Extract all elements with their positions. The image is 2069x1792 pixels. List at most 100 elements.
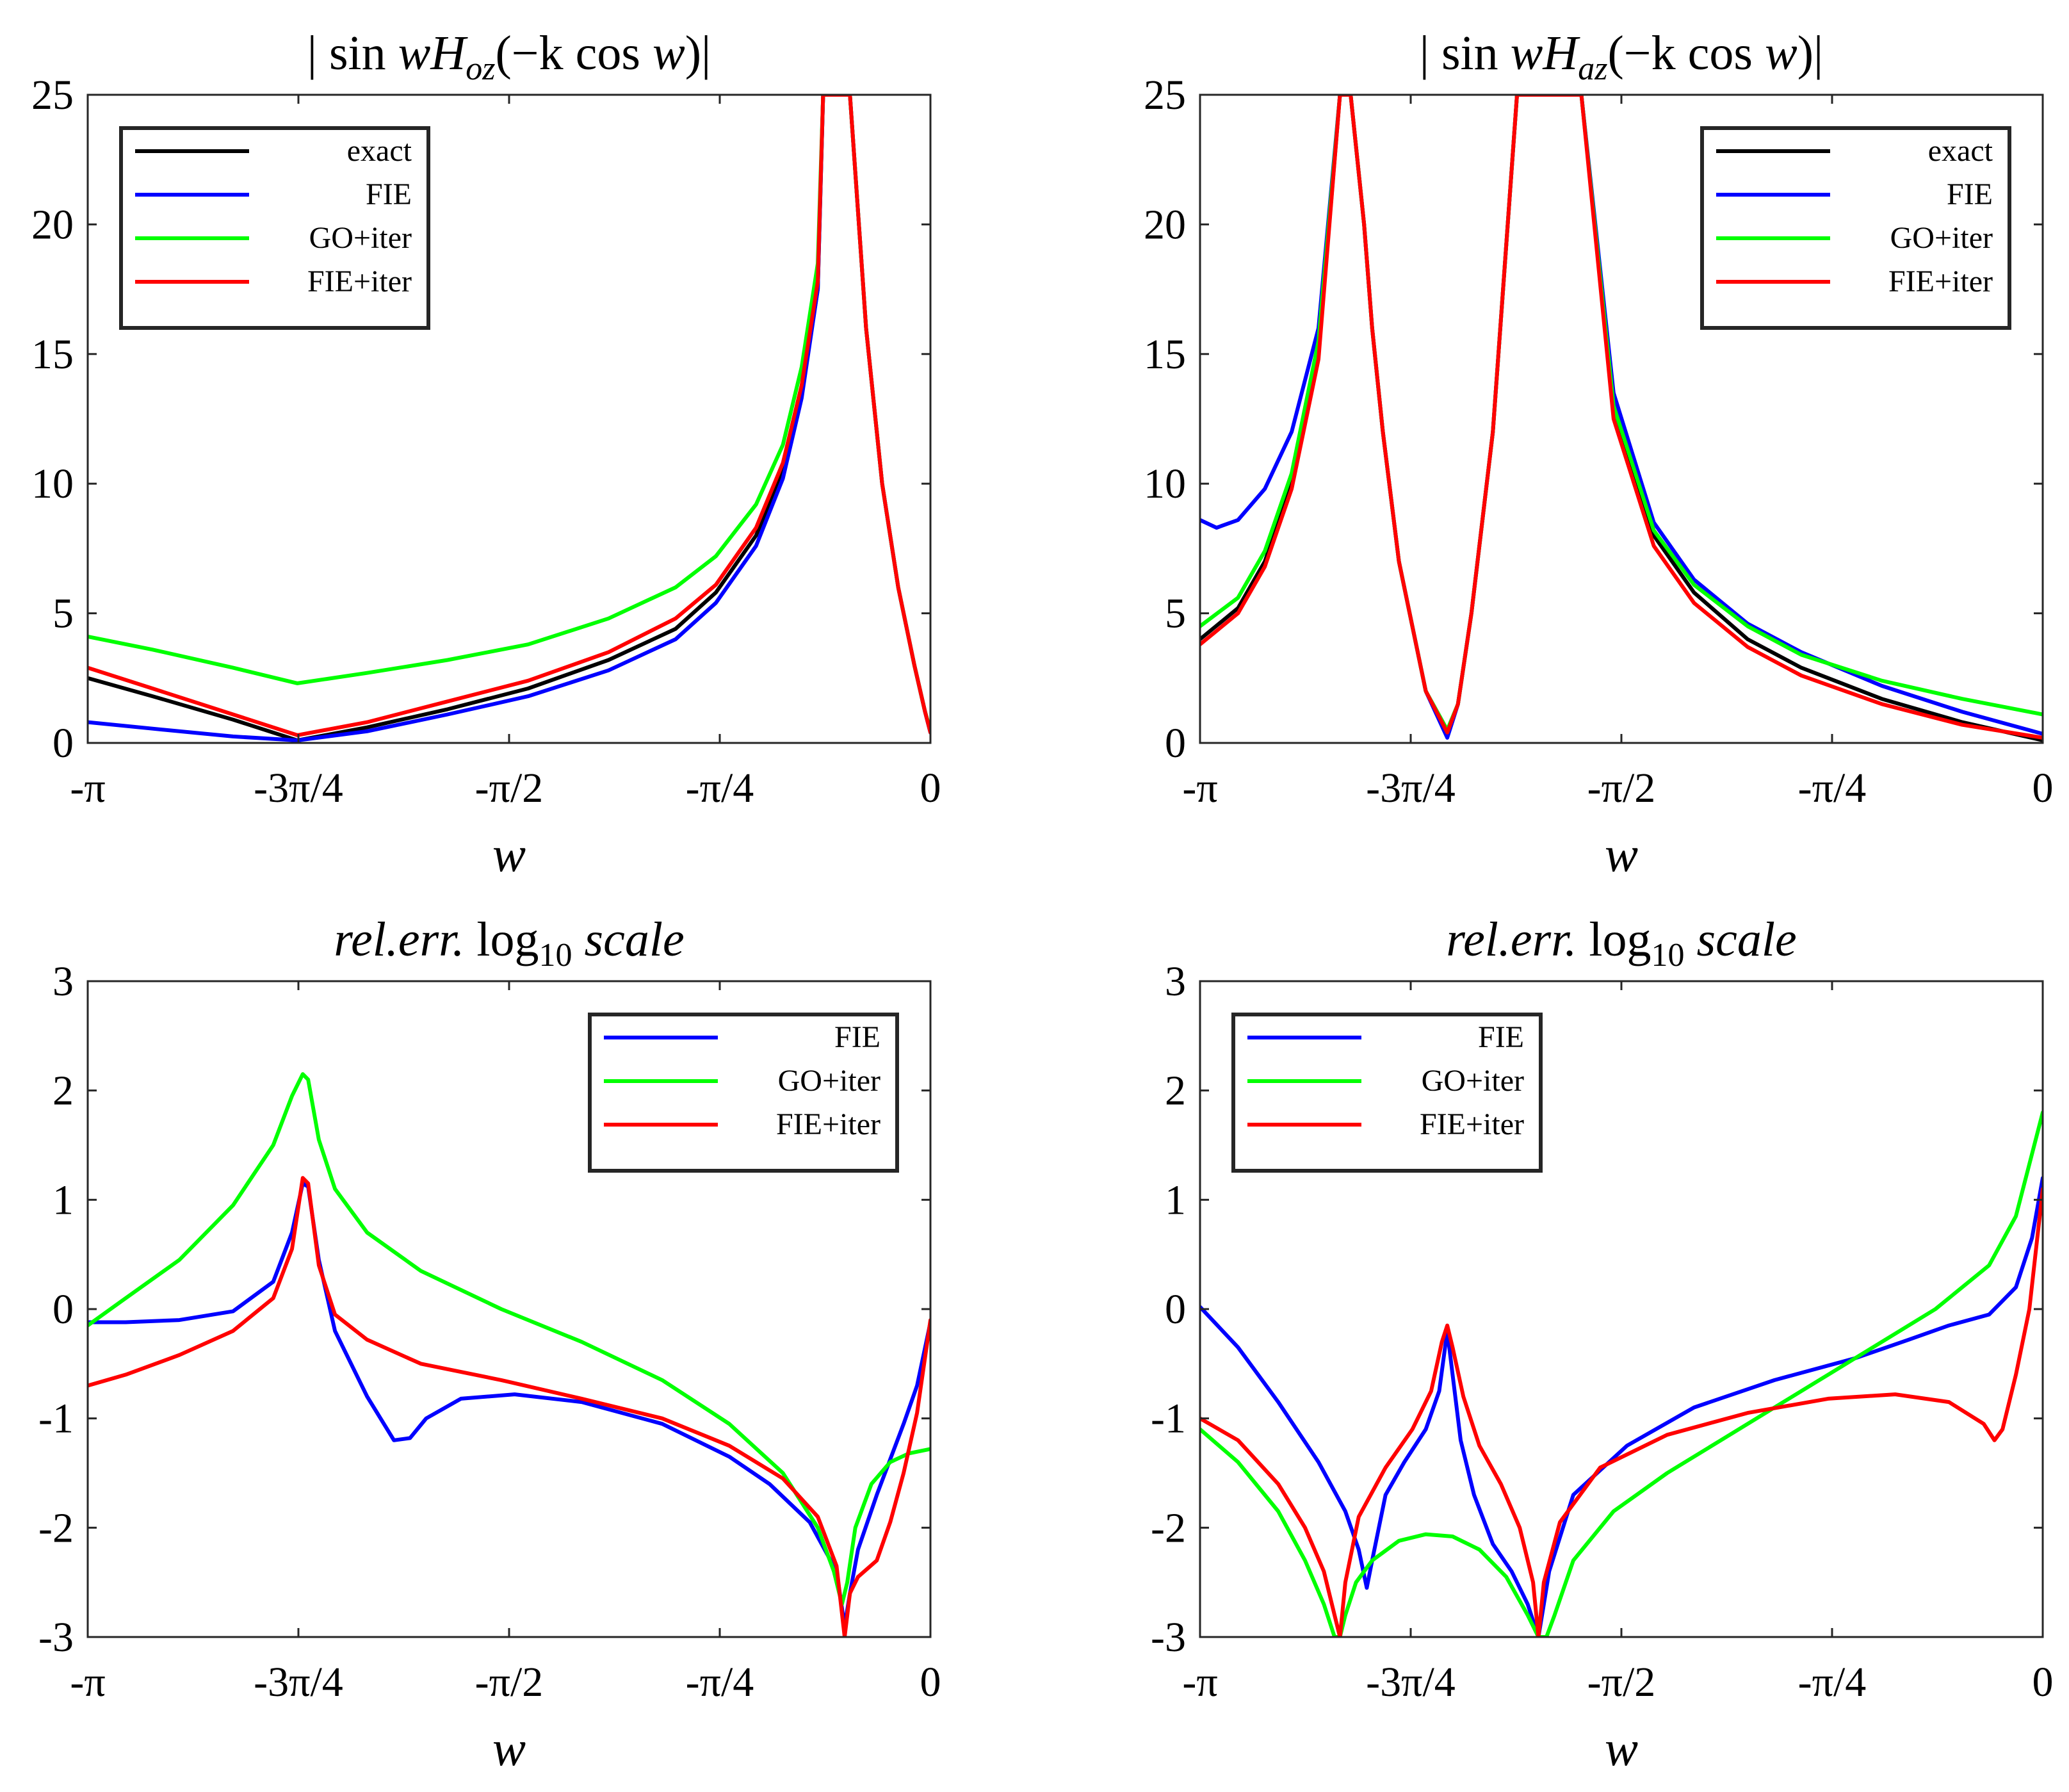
legend: exact FIE GO+iter FIE+iter [119,126,430,330]
x-tick-label: 0 [920,1659,941,1706]
x-tick-label: 0 [2032,765,2054,811]
series-line-go-plus-iter [1200,1110,2043,1637]
y-tick-label: 10 [31,460,74,507]
x-tick-label: -π/4 [686,765,754,811]
x-tick-label: -π [1182,765,1217,811]
y-tick-label: 0 [1165,1286,1186,1333]
title-part: | sin [1420,26,1511,80]
legend-label: GO+iter [778,1064,880,1098]
series-line-fie-plus-iter [1200,1187,2043,1637]
y-tick-label: 10 [1144,460,1186,507]
x-tick-label: -3π/4 [1366,765,1456,811]
series-line-fie-plus-iter [88,95,930,737]
legend-label: FIE+iter [1420,1107,1524,1141]
x-tick-label: -π/2 [1587,1659,1656,1706]
y-tick-label: 3 [1165,958,1186,1005]
legend-box [1231,1013,1543,1173]
legend-box [588,1013,899,1173]
title-part: rel.err. [334,913,476,966]
x-axis-label: w [1605,826,1638,882]
y-tick-label: 5 [53,591,74,637]
x-tick-label: -π/4 [1798,765,1867,811]
title-subscript: 10 [1651,937,1685,973]
y-tick-label: 20 [1144,201,1186,248]
x-tick-label: -π [70,765,105,811]
title-part: (−k cos [496,26,653,80]
y-tick-label: 25 [31,72,74,118]
legend-label: FIE [1947,177,1993,211]
legend: FIE GO+iter FIE+iter [588,1013,899,1173]
series-line-fie-plus-iter [1200,95,2043,740]
title-subscript: 10 [539,937,572,973]
title-part: log [1589,913,1651,966]
y-tick-label: -3 [38,1614,74,1661]
y-tick-label: -2 [38,1504,74,1551]
chart-title: | sin wHaz(−k cos w)| [1420,26,1823,87]
legend: FIE GO+iter FIE+iter [1231,1013,1543,1173]
x-tick-label: 0 [920,765,941,811]
legend-label: FIE+iter [776,1107,880,1141]
y-tick-label: -1 [1151,1396,1186,1442]
y-tick-label: 0 [1165,720,1186,767]
chart-title: rel.err. log10 scale [1446,913,1796,973]
legend-label: FIE [1478,1020,1524,1054]
chart-panel-4: -π -3π/4 -π/2 -π/4 0 -3 -2 -1 0 1 2 3 w rel.err. log1… [1151,913,2053,1776]
x-tick-label: 0 [2032,1659,2054,1706]
y-tick-label: 20 [31,201,74,248]
title-part: log [476,913,539,966]
x-tick-label: -3π/4 [254,1659,343,1706]
y-tick-label: -2 [1151,1504,1186,1551]
x-tick-label: -π/4 [1798,1659,1867,1706]
series-line-fie-plus-iter [88,1176,930,1637]
y-tick-label: 0 [53,1286,74,1333]
title-part: w [1765,26,1797,80]
legend-label: exact [347,134,412,168]
title-part: )| [1797,26,1824,80]
title-subscript: az [1578,51,1607,87]
y-tick-label: 3 [53,958,74,1005]
x-tick-label: -π/4 [686,1659,754,1706]
legend-box [119,126,430,330]
series-line-fie [88,1181,930,1628]
x-axis-label: w [492,1720,526,1776]
legend-label: FIE [366,177,412,211]
x-axis-label: w [1605,1720,1638,1776]
x-tick-label: -π/2 [475,765,544,811]
legend-label: GO+iter [309,221,412,255]
y-tick-label: 2 [1165,1068,1186,1114]
x-axis-label: w [492,826,526,882]
y-tick-label: -3 [1151,1614,1186,1661]
y-tick-label: 1 [1165,1177,1186,1223]
chart-title: rel.err. log10 scale [334,913,684,973]
title-part: scale [1685,913,1797,966]
title-part: w [653,26,685,80]
legend-label: FIE [834,1020,880,1054]
title-subscript: oz [466,51,495,87]
chart-panel-3: -π -3π/4 -π/2 -π/4 0 -3 -2 -1 0 1 2 3 w rel.err. log1… [38,913,941,1776]
legend-label: FIE+iter [307,265,412,298]
y-tick-label: 2 [53,1068,74,1114]
y-tick-label: 25 [1144,72,1186,118]
x-tick-label: -π [70,1659,105,1706]
legend-label: GO+iter [1422,1064,1524,1098]
legend-label: exact [1928,134,1993,168]
legend-label: GO+iter [1890,221,1993,255]
title-part: | sin [307,26,398,80]
title-part: rel.err. [1446,913,1589,966]
legend-label: FIE+iter [1888,265,1993,298]
x-tick-label: -3π/4 [1366,1659,1456,1706]
title-part: wH [1511,26,1581,80]
title-part: scale [572,913,685,966]
y-tick-label: 1 [53,1177,74,1223]
x-tick-label: -π [1182,1659,1217,1706]
legend: exact FIE GO+iter FIE+iter [1700,126,2011,330]
title-part: wH [398,26,469,80]
title-part: (−k cos [1608,26,1765,80]
y-tick-label: 0 [53,720,74,767]
y-tick-label: -1 [38,1396,74,1442]
chart-title: | sin wHoz(−k cos w)| [307,26,711,87]
